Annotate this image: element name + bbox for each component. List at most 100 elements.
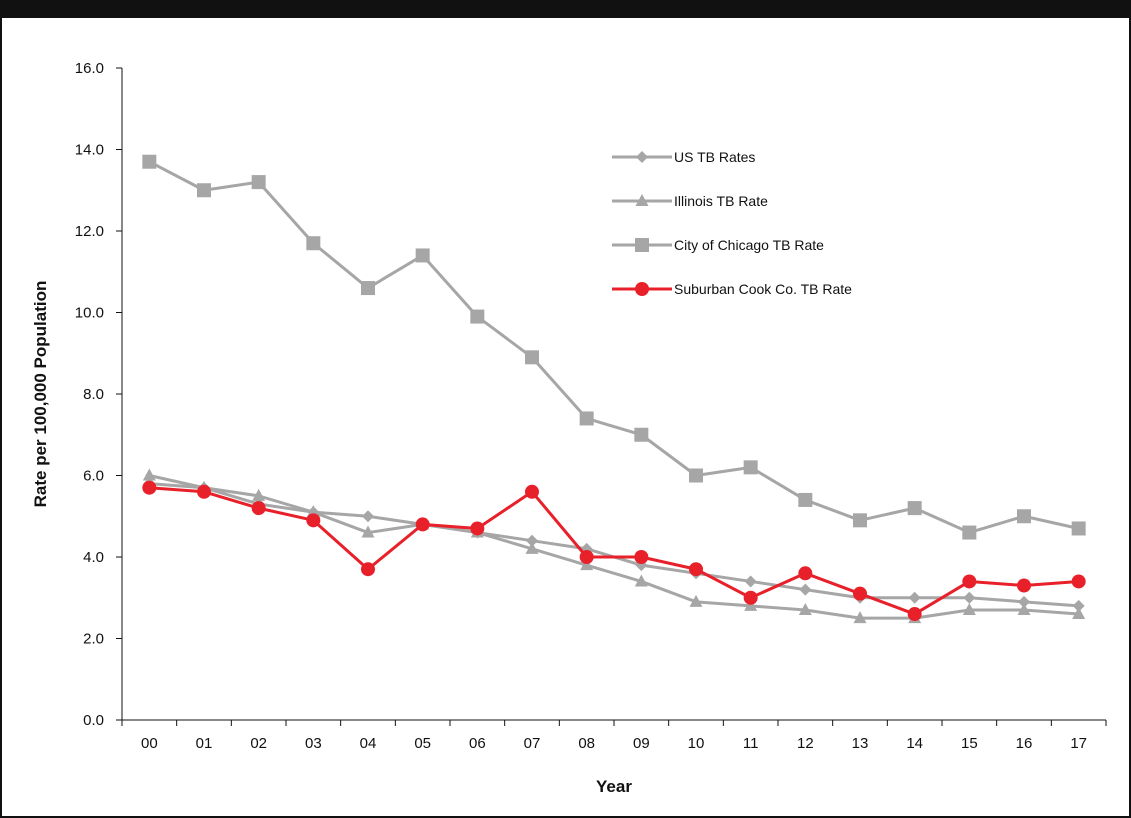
x-tick-label: 08 <box>578 735 595 752</box>
data-point-square <box>962 525 977 540</box>
data-point-circle <box>251 501 266 516</box>
data-point-diamond <box>1072 599 1085 612</box>
y-axis-title: Rate per 100,000 Population <box>31 281 50 508</box>
data-point-circle <box>1071 574 1086 589</box>
data-point-triangle <box>853 611 867 624</box>
legend: US TB Rates Illinois TB Rate City of Chica… <box>612 149 852 297</box>
data-point-diamond <box>636 151 648 163</box>
data-point-circle <box>689 562 703 577</box>
data-point-circle <box>798 566 813 581</box>
data-point-square <box>743 460 758 475</box>
x-tick-label: 07 <box>524 735 541 752</box>
data-point-square <box>853 513 867 528</box>
data-point-triangle <box>798 602 812 615</box>
x-tick-label: 10 <box>688 735 705 752</box>
top-bar <box>0 0 1131 18</box>
data-point-triangle <box>525 541 539 554</box>
legend-item: City of Chicago TB Rate <box>612 237 824 253</box>
data-point-square <box>689 468 703 483</box>
data-point-square <box>1017 509 1031 524</box>
x-tick-label: 16 <box>1016 735 1033 752</box>
legend-item: Illinois TB Rate <box>612 193 768 209</box>
x-axis-title: Year <box>596 777 632 796</box>
axes <box>116 67 1107 726</box>
data-point-circle <box>470 521 485 536</box>
data-point-diamond <box>744 575 757 588</box>
data-point-triangle <box>142 468 156 481</box>
y-tick-label: 10.0 <box>75 305 104 322</box>
data-point-diamond <box>963 591 976 604</box>
x-tick-label: 12 <box>797 735 814 752</box>
y-tick-label: 12.0 <box>75 223 104 240</box>
data-point-circle <box>142 480 157 495</box>
data-point-circle <box>853 586 867 601</box>
data-point-square <box>361 281 375 296</box>
data-point-square <box>907 501 922 516</box>
data-point-square <box>798 492 813 507</box>
legend-item: Suburban Cook Co. TB Rate <box>612 281 852 297</box>
data-point-square <box>415 248 430 263</box>
series-city-of-chicago-tb-rate <box>142 154 1086 540</box>
data-point-diamond <box>1018 595 1030 608</box>
data-point-square <box>525 350 539 365</box>
legend-item: US TB Rates <box>612 149 755 165</box>
y-tick-label: 8.0 <box>83 386 104 403</box>
y-tick-label: 2.0 <box>83 631 104 648</box>
x-tick-label: 13 <box>852 735 869 752</box>
x-tick-label: 05 <box>414 735 431 752</box>
x-tick-labels: 00 01 02 03 04 05 06 07 08 09 10 11 12 13 14 15 16 17 <box>141 735 1087 752</box>
legend-label: City of Chicago TB Rate <box>674 237 824 253</box>
y-tick-label: 16.0 <box>75 60 104 77</box>
data-point-square <box>142 154 157 169</box>
data-point-square <box>579 411 594 426</box>
x-tick-label: 09 <box>633 735 650 752</box>
data-point-circle <box>743 590 758 605</box>
x-tick-label: 04 <box>360 735 377 752</box>
x-tick-label: 06 <box>469 735 486 752</box>
series-us-tb-rates <box>143 477 1085 612</box>
data-point-triangle <box>962 602 976 615</box>
data-point-square <box>197 183 211 198</box>
data-point-triangle <box>1072 607 1086 620</box>
data-point-triangle <box>634 574 648 587</box>
data-point-square <box>306 236 321 251</box>
x-tick-label: 17 <box>1070 735 1087 752</box>
data-point-diamond <box>362 510 374 523</box>
data-point-circle <box>306 513 321 528</box>
series-line <box>149 474 1079 620</box>
data-point-triangle <box>1017 602 1031 615</box>
x-tick-label: 15 <box>961 735 978 752</box>
x-tick-label: 01 <box>196 735 213 752</box>
series-illinois-tb-rate <box>142 468 1086 624</box>
series-line <box>148 160 1079 535</box>
data-point-triangle <box>635 194 649 206</box>
x-tick-label: 03 <box>305 735 322 752</box>
data-point-circle <box>197 484 211 499</box>
legend-label: Illinois TB Rate <box>674 193 768 209</box>
data-point-circle <box>962 574 977 589</box>
x-tick-label: 00 <box>141 735 158 752</box>
legend-label: US TB Rates <box>674 149 755 165</box>
data-point-circle <box>525 484 539 499</box>
data-point-square <box>635 238 649 252</box>
data-point-circle <box>907 607 922 622</box>
data-point-square <box>634 427 649 442</box>
data-point-diamond <box>526 534 538 547</box>
series-line <box>149 482 1079 608</box>
x-tick-label: 02 <box>250 735 267 752</box>
data-point-circle <box>635 282 649 296</box>
data-point-circle <box>1017 578 1031 593</box>
data-point-diamond <box>799 583 812 596</box>
data-point-triangle <box>744 598 758 611</box>
legend-label: Suburban Cook Co. TB Rate <box>674 281 852 297</box>
data-point-triangle <box>580 558 594 571</box>
data-point-triangle <box>361 525 375 538</box>
x-tick-label: 11 <box>743 735 759 752</box>
data-point-circle <box>579 550 594 564</box>
x-tick-label: 14 <box>906 735 923 752</box>
data-point-square <box>251 175 266 190</box>
y-tick-labels: 0.0 2.0 4.0 6.0 8.0 10.0 12.0 14.0 16.0 <box>75 60 104 729</box>
series-suburban-cook-co-tb-rate <box>142 480 1086 622</box>
series-layer <box>142 154 1086 624</box>
